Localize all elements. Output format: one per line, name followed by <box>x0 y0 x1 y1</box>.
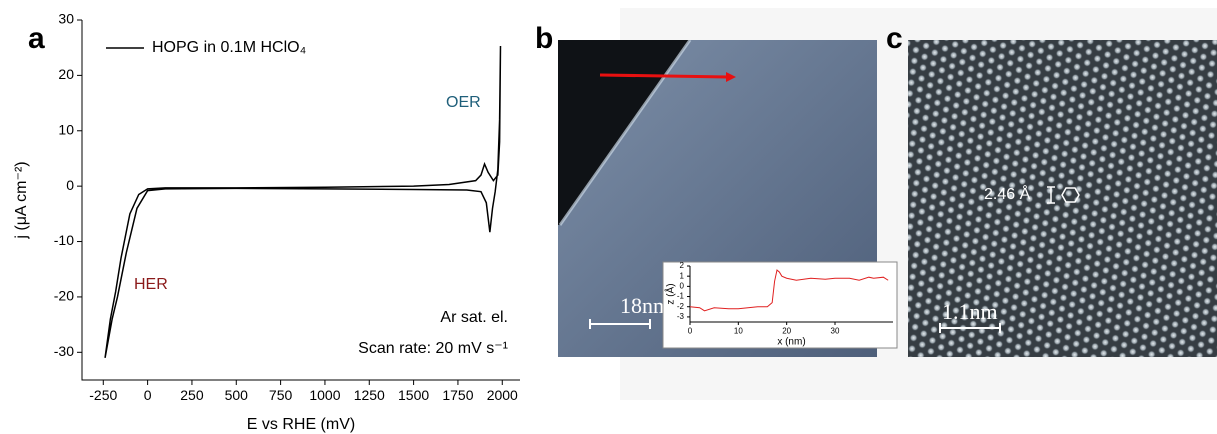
y-axis-label: z (Å) <box>664 283 677 304</box>
x-tick-label: -250 <box>89 387 117 403</box>
y-axis-label: j (μA cm⁻²) <box>13 161 30 239</box>
y-tick-label: -20 <box>54 288 74 304</box>
x-tick-label: 20 <box>782 327 791 336</box>
y-tick-label: -2 <box>677 302 685 311</box>
y-tick-label: 2 <box>680 261 685 270</box>
x-tick-label: 1500 <box>398 387 429 403</box>
y-tick-label: -10 <box>54 232 74 248</box>
x-tick-label: 2000 <box>487 387 518 403</box>
y-tick-label: 0 <box>66 177 74 193</box>
panel-label: c <box>886 22 903 55</box>
y-tick-label: 10 <box>58 121 74 137</box>
y-tick-label: -30 <box>54 343 74 359</box>
panel-label: a <box>28 22 45 55</box>
annotation: Ar sat. el. <box>440 309 508 326</box>
lattice-marker <box>1047 186 1080 204</box>
annotation: Scan rate: 20 mV s⁻¹ <box>358 340 508 357</box>
x-tick-label: 1750 <box>442 387 473 403</box>
x-tick-label: 1250 <box>354 387 385 403</box>
annotation: OER <box>446 94 481 111</box>
arrow <box>599 73 729 79</box>
x-tick-label: 0 <box>144 387 152 403</box>
scale-bar-label: 1.1nm <box>942 299 998 324</box>
x-tick-label: 30 <box>831 327 840 336</box>
x-axis-label: E vs RHE (mV) <box>247 416 355 433</box>
x-tick-label: 500 <box>225 387 249 403</box>
x-axis-label: x (nm) <box>777 337 805 348</box>
annotation: HER <box>134 276 168 293</box>
y-tick-label: 0 <box>680 281 685 290</box>
y-tick-label: 1 <box>680 271 685 280</box>
x-tick-label: 0 <box>688 327 693 336</box>
scale-bar <box>589 319 651 329</box>
inset <box>662 261 898 349</box>
data-line <box>689 269 889 312</box>
panel-label: b <box>535 22 553 55</box>
x-tick-label: 750 <box>269 387 293 403</box>
y-tick-label: 30 <box>58 11 74 27</box>
scale-bar <box>939 323 1001 333</box>
y-tick-label: 20 <box>58 66 74 82</box>
legend-label: HOPG in 0.1M HClO₄ <box>152 39 306 56</box>
stm-image <box>908 40 1217 357</box>
annotation: 2.46 Å <box>984 184 1031 203</box>
data-line <box>104 46 502 358</box>
y-tick-label: -1 <box>677 292 685 301</box>
axis <box>81 20 520 381</box>
x-tick-label: 10 <box>734 327 743 336</box>
scale-bar-label: 18nm <box>620 293 670 318</box>
x-tick-label: 250 <box>180 387 204 403</box>
y-tick-label: -3 <box>677 312 685 321</box>
x-tick-label: 1000 <box>309 387 340 403</box>
arrow-head <box>726 72 736 82</box>
